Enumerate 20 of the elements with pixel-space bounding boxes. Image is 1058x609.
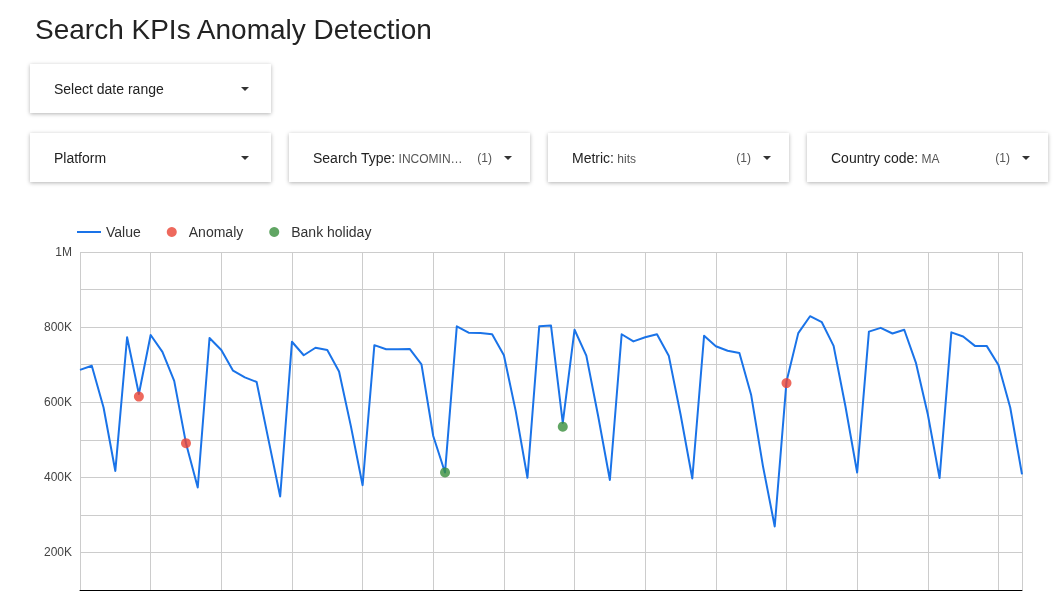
line-series — [79, 315, 1023, 528]
y-tick-label: 1M — [55, 245, 72, 259]
legend-label: Anomaly — [188, 224, 244, 240]
point — [557, 421, 568, 432]
y-tick-label: 200K — [43, 545, 72, 560]
point — [133, 391, 144, 402]
dropdown-field: Select date range — [30, 64, 271, 113]
legend-label: Value — [106, 224, 141, 240]
dropdown-field: Metric: hits (1) — [548, 133, 789, 182]
point — [781, 378, 792, 389]
point — [180, 438, 191, 449]
y-tick-label: 600K — [43, 395, 72, 410]
dropdown-field: Platform — [30, 133, 271, 182]
legend-label: Bank holiday — [291, 224, 372, 240]
y-tick-label: 800K — [43, 320, 72, 335]
dropdown-field: Search Type: INCOMIN… (1) — [289, 133, 530, 182]
dropdown-field: Country code: MA (1) — [807, 133, 1048, 182]
y-tick-label: 400K — [43, 470, 72, 485]
point — [440, 467, 451, 478]
chart-title: Search KPIs Anomaly Detection — [35, 13, 432, 45]
